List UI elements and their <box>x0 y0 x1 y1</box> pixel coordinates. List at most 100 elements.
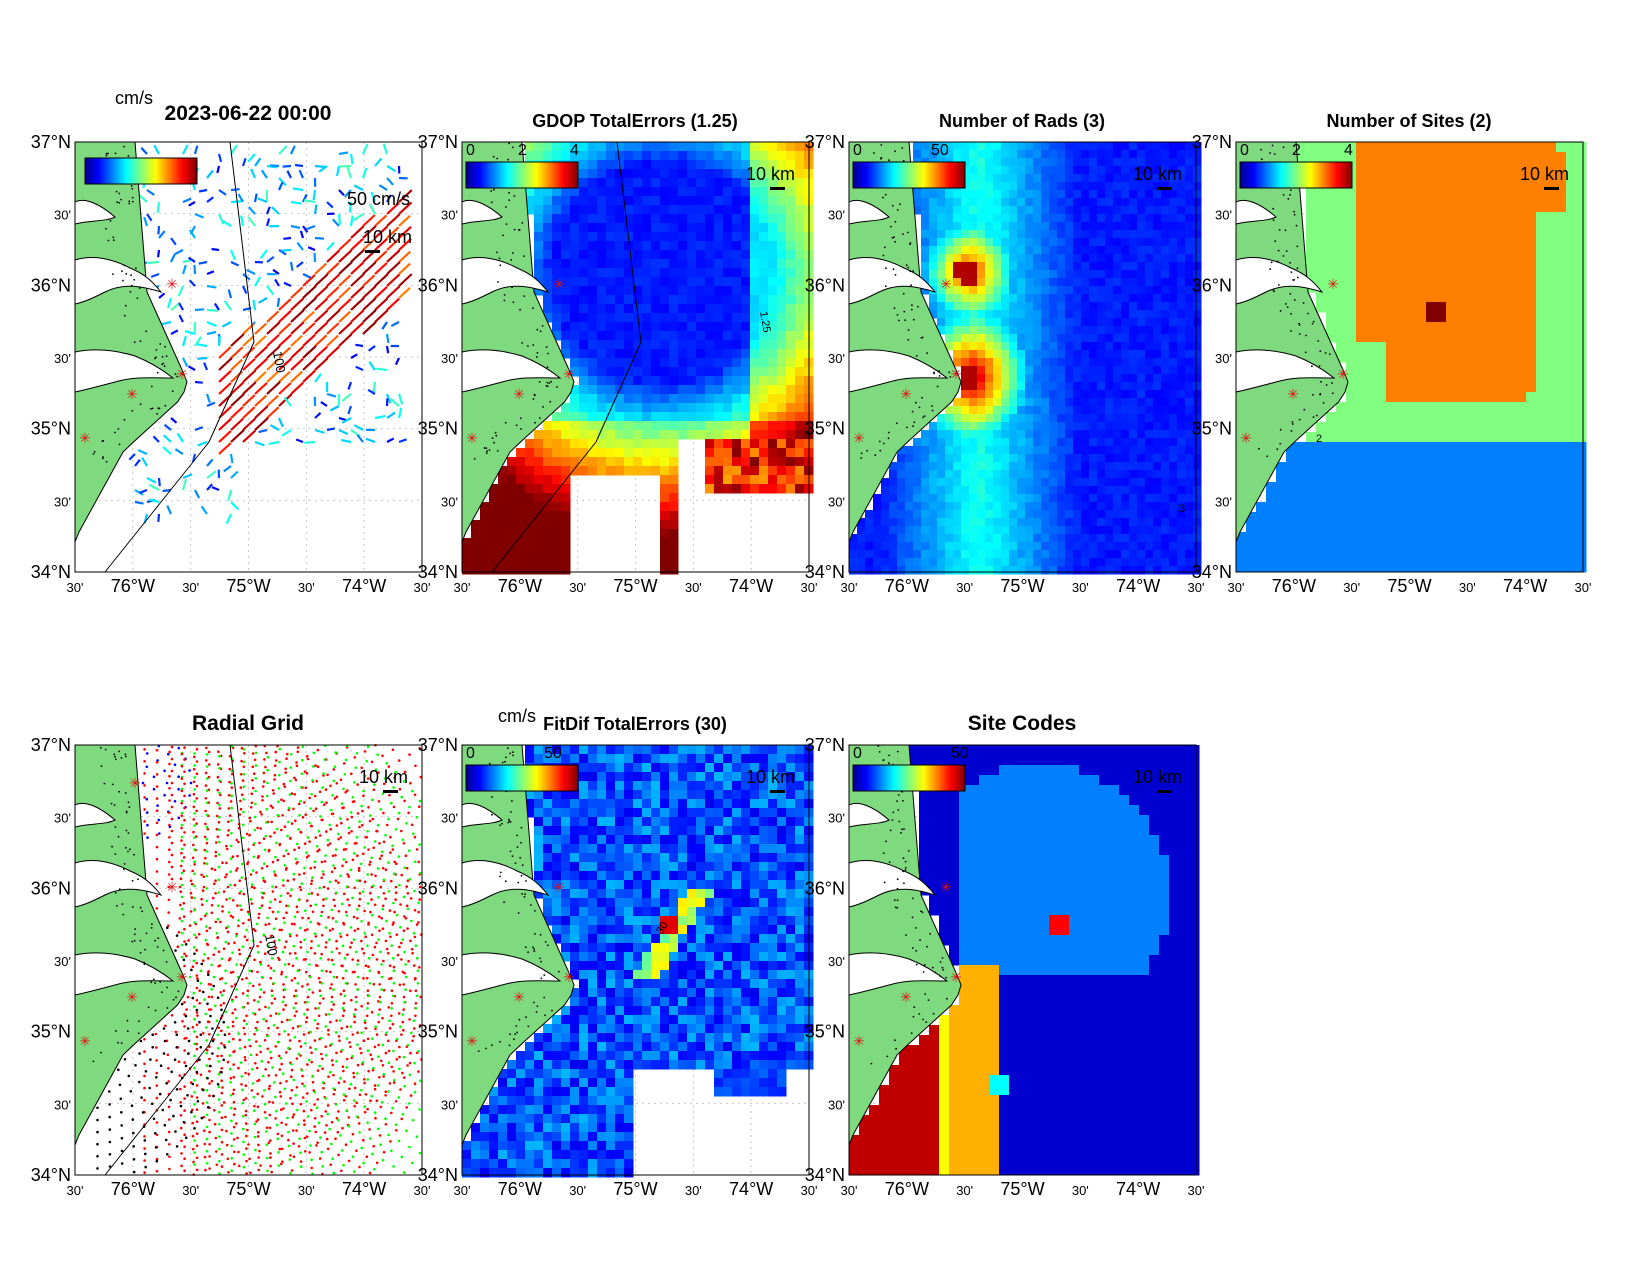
coast-detail-dot <box>895 422 898 425</box>
grid-cell <box>1145 318 1154 327</box>
grid-cell <box>985 558 994 567</box>
grid-cell <box>786 448 796 458</box>
grid-cell <box>1386 462 1397 473</box>
current-vector <box>398 189 413 203</box>
grid-cell <box>660 358 670 368</box>
current-vector <box>339 164 352 168</box>
grid-cell <box>1326 152 1337 163</box>
grid-cell <box>561 430 571 440</box>
grid-cell <box>1496 192 1507 203</box>
grid-cell <box>1113 478 1122 487</box>
grid-cell <box>705 403 715 413</box>
grid-cell <box>705 205 715 215</box>
current-vector <box>176 432 184 443</box>
grid-cell <box>507 502 517 512</box>
grid-cell <box>1486 222 1497 233</box>
grid-cell <box>597 349 607 359</box>
grid-cell <box>1025 462 1034 471</box>
current-vector <box>162 446 172 455</box>
coast-detail-dot <box>157 407 160 409</box>
grid-cell <box>1546 352 1557 363</box>
grid-cell <box>921 190 930 199</box>
grid-cell <box>1033 430 1042 439</box>
grid-cell <box>1017 238 1026 247</box>
grid-cell <box>1017 222 1026 231</box>
current-vector <box>167 297 173 309</box>
grid-cell <box>1177 270 1186 279</box>
grid-cell <box>471 529 481 539</box>
grid-cell <box>1001 422 1010 431</box>
grid-cell <box>777 358 787 368</box>
current-vector <box>205 393 211 404</box>
grid-cell <box>633 295 643 305</box>
grid-cell <box>1506 462 1517 473</box>
grid-cell <box>1456 352 1467 363</box>
grid-cell <box>1436 272 1447 283</box>
grid-cell <box>1169 190 1178 199</box>
current-vector <box>338 310 351 323</box>
grid-cell <box>1169 222 1178 231</box>
grid-cell <box>525 196 535 206</box>
grid-cell <box>723 142 733 152</box>
grid-cell <box>1546 302 1557 313</box>
grid-cell <box>1049 294 1058 303</box>
grid-cell <box>889 558 898 567</box>
coast-detail-dot <box>135 267 137 269</box>
grid-cell <box>714 403 724 413</box>
grid-cell <box>534 475 544 485</box>
grid-cell <box>678 277 688 287</box>
grid-cell <box>759 421 769 431</box>
grid-cell <box>732 223 742 233</box>
coast-detail-dot <box>165 355 168 357</box>
coast-detail-dot <box>880 157 882 160</box>
grid-cell <box>1336 332 1347 343</box>
grid-cell <box>1426 452 1437 463</box>
grid-cell <box>588 268 598 278</box>
grid-cell <box>1057 502 1066 511</box>
current-vector <box>362 297 377 311</box>
grid-cell <box>961 518 970 527</box>
grid-cell <box>1486 362 1497 373</box>
grid-cell <box>1145 278 1154 287</box>
current-vector <box>374 297 389 311</box>
grid-cell <box>1526 382 1537 393</box>
grid-cell <box>714 241 724 251</box>
grid-cell <box>1049 502 1058 511</box>
grid-cell <box>597 169 607 179</box>
grid-cell <box>723 403 733 413</box>
grid-cell <box>1326 302 1337 313</box>
grid-cell <box>1416 362 1427 373</box>
grid-cell <box>1496 332 1507 343</box>
current-vector <box>213 302 220 311</box>
grid-cell <box>1346 352 1357 363</box>
grid-cell <box>1446 322 1457 333</box>
grid-cell <box>1366 432 1377 443</box>
grid-cell <box>1145 390 1154 399</box>
grid-cell <box>1406 182 1417 193</box>
grid-cell <box>1009 510 1018 519</box>
grid-cell <box>1436 332 1447 343</box>
grid-cell <box>1161 558 1170 567</box>
grid-cell <box>1536 282 1547 293</box>
current-vector <box>385 333 390 344</box>
grid-cell <box>1185 398 1194 407</box>
grid-cell <box>961 150 970 159</box>
grid-cell <box>953 222 962 231</box>
grid-cell <box>1065 334 1074 343</box>
grid-cell <box>1177 390 1186 399</box>
grid-cell <box>579 151 589 161</box>
radar-site-marker: ✳ <box>553 276 565 292</box>
grid-cell <box>1153 390 1162 399</box>
grid-cell <box>660 331 670 341</box>
grid-cell <box>1121 230 1130 239</box>
grid-cell <box>1496 452 1507 463</box>
grid-cell <box>1009 446 1018 455</box>
grid-cell <box>1049 566 1058 575</box>
grid-cell <box>1556 232 1567 243</box>
grid-cell <box>945 550 954 559</box>
grid-cell <box>741 358 751 368</box>
grid-cell <box>651 439 661 449</box>
grid-cell <box>1436 162 1447 173</box>
grid-cell <box>1153 430 1162 439</box>
grid-cell <box>741 259 751 269</box>
